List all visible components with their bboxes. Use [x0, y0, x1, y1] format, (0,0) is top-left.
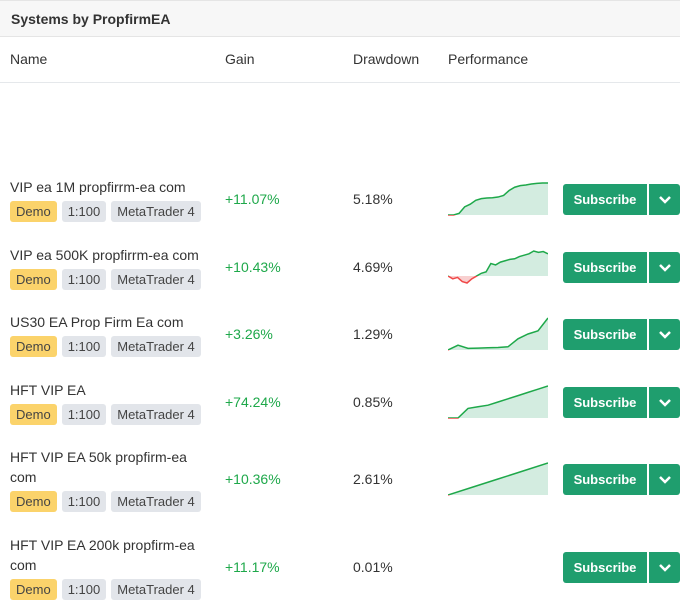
chevron-down-icon — [658, 398, 671, 407]
sparkline-gain-area — [448, 183, 548, 215]
performance-sparkline — [448, 317, 548, 351]
drawdown-value: 2.61% — [353, 471, 393, 487]
sparkline-loss-line — [448, 276, 479, 284]
tag-demo: Demo — [10, 579, 57, 600]
drawdown-value: 0.85% — [353, 394, 393, 410]
table-header: Name Gain Drawdown Performance — [0, 37, 680, 83]
tags: Demo 1:100 MetaTrader 4 — [10, 404, 201, 425]
col-gain[interactable]: Gain — [225, 51, 255, 67]
subscribe-options-button[interactable] — [649, 319, 680, 350]
tag-demo: Demo — [10, 404, 57, 425]
col-drawdown[interactable]: Drawdown — [353, 51, 420, 67]
gain-value: +11.17% — [225, 559, 280, 575]
tags: Demo 1:100 MetaTrader 4 — [10, 201, 201, 222]
performance-sparkline — [448, 462, 548, 496]
sparkline-gain-line — [448, 462, 548, 495]
tag-leverage: 1:100 — [61, 336, 107, 357]
tag-leverage: 1:100 — [61, 404, 107, 425]
tags: Demo 1:100 MetaTrader 4 — [10, 491, 201, 512]
subscribe-button[interactable]: Subscribe — [563, 319, 647, 350]
gain-value: +10.36% — [225, 471, 281, 487]
subscribe-button[interactable]: Subscribe — [563, 184, 647, 215]
system-name[interactable]: HFT VIP EA 200k propfirm-ea com — [10, 537, 195, 573]
system-name[interactable]: VIP ea 1M propfirrm-ea com — [10, 179, 186, 195]
performance-sparkline — [448, 385, 548, 419]
tag-demo: Demo — [10, 201, 57, 222]
tags: Demo 1:100 MetaTrader 4 — [10, 579, 201, 600]
performance-sparkline — [448, 182, 548, 216]
tags: Demo 1:100 MetaTrader 4 — [10, 336, 201, 357]
tag-leverage: 1:100 — [61, 579, 107, 600]
tag-leverage: 1:100 — [61, 201, 107, 222]
subscribe-options-button[interactable] — [649, 184, 680, 215]
subscribe-options-button[interactable] — [649, 464, 680, 495]
drawdown-value: 4.69% — [353, 259, 393, 275]
subscribe-button[interactable]: Subscribe — [563, 552, 647, 583]
subscribe-button[interactable]: Subscribe — [563, 252, 647, 283]
tag-platform: MetaTrader 4 — [111, 491, 201, 512]
chevron-down-icon — [658, 195, 671, 204]
drawdown-value: 1.29% — [353, 326, 393, 342]
tag-demo: Demo — [10, 336, 57, 357]
chevron-down-icon — [658, 330, 671, 339]
drawdown-value: 5.18% — [353, 191, 393, 207]
system-name[interactable]: HFT VIP EA 50k propfirm-ea com — [10, 449, 187, 485]
sparkline-gain-area — [448, 251, 548, 277]
system-name[interactable]: US30 EA Prop Firm Ea com — [10, 314, 184, 330]
subscribe-button[interactable]: Subscribe — [563, 387, 647, 418]
gain-value: +11.07% — [225, 191, 280, 207]
subscribe-options-button[interactable] — [649, 252, 680, 283]
tag-platform: MetaTrader 4 — [111, 579, 201, 600]
gain-value: +10.43% — [225, 259, 281, 275]
tag-platform: MetaTrader 4 — [111, 201, 201, 222]
sparkline-gain-line — [448, 182, 548, 215]
performance-sparkline — [448, 548, 549, 584]
sparkline-gain-line — [448, 385, 548, 418]
sparkline-gain-area — [448, 318, 548, 350]
section-title: Systems by PropfirmEA — [0, 0, 680, 37]
system-name[interactable]: VIP ea 500K propfirrm-ea com — [10, 247, 199, 263]
tag-demo: Demo — [10, 491, 57, 512]
sparkline-gain-line — [448, 250, 548, 277]
col-performance: Performance — [448, 51, 529, 67]
chevron-down-icon — [658, 475, 671, 484]
col-name[interactable]: Name — [10, 51, 48, 67]
tag-platform: MetaTrader 4 — [111, 404, 201, 425]
tag-platform: MetaTrader 4 — [111, 269, 201, 290]
tag-leverage: 1:100 — [61, 491, 107, 512]
subscribe-options-button[interactable] — [649, 387, 680, 418]
tag-demo: Demo — [10, 269, 57, 290]
sparkline-gain-line — [448, 317, 548, 350]
drawdown-value: 0.01% — [353, 559, 393, 575]
chevron-down-icon — [658, 563, 671, 572]
gain-value: +74.24% — [225, 394, 281, 410]
tag-platform: MetaTrader 4 — [111, 336, 201, 357]
subscribe-options-button[interactable] — [649, 552, 680, 583]
chevron-down-icon — [658, 263, 671, 272]
subscribe-button[interactable]: Subscribe — [563, 464, 647, 495]
performance-sparkline — [448, 250, 548, 284]
system-name[interactable]: HFT VIP EA — [10, 382, 86, 398]
gain-value: +3.26% — [225, 326, 273, 342]
tags: Demo 1:100 MetaTrader 4 — [10, 269, 201, 290]
tag-leverage: 1:100 — [61, 269, 107, 290]
